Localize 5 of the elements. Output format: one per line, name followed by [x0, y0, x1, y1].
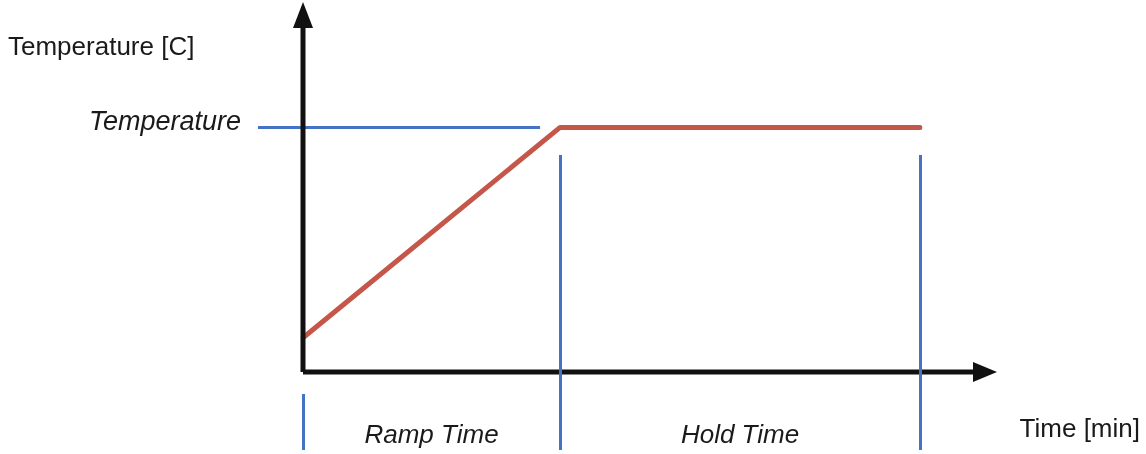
- y-axis-title: Temperature [C]: [8, 31, 195, 62]
- text: Hold Time: [680, 419, 800, 450]
- text: Ramp Time: [364, 419, 499, 450]
- ref-line-label: Temperature: [88, 105, 241, 136]
- x-axis-title: Time [min]: [1019, 413, 1140, 444]
